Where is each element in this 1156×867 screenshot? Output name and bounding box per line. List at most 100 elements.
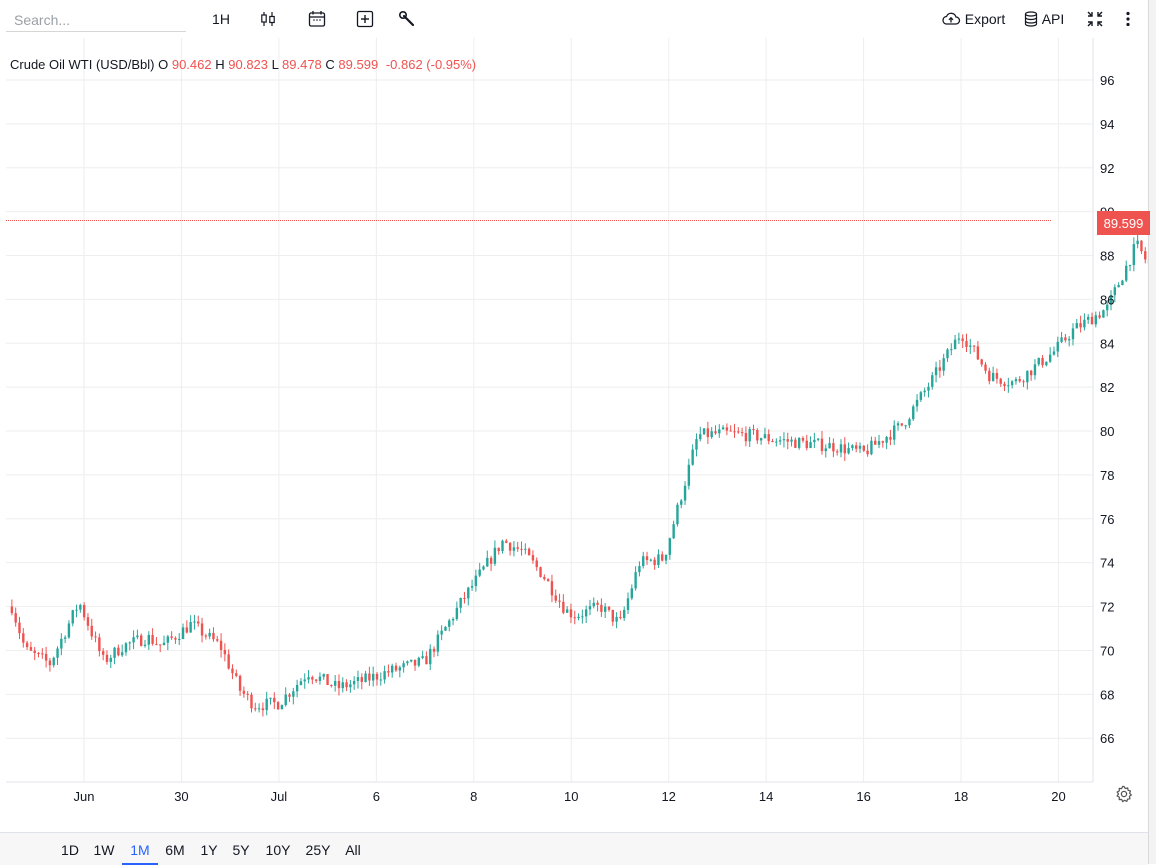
candle-body [509,543,511,551]
candle-body [456,608,458,619]
candle-body [37,653,39,654]
low-label: L [272,57,279,72]
candle-body [399,667,401,670]
candle-body [182,627,184,639]
candle-body [163,643,165,645]
range-1w[interactable]: 1W [90,833,118,865]
candle-body [1003,384,1005,386]
candle-body [684,486,686,501]
candle-body [558,601,560,602]
candle-body [885,437,887,443]
candle-body [600,605,602,612]
candle-body [1015,379,1017,381]
candle-body [1121,281,1123,285]
candle-body [707,428,709,437]
candle-body [680,501,682,505]
candle-body [691,450,693,465]
candle-body [437,635,439,652]
candle-body [733,431,735,432]
candle-body [710,431,712,437]
candle-body [923,391,925,393]
candle-body [756,430,758,440]
candle-body [688,465,690,486]
candle-body [231,669,233,674]
candle-body [220,641,222,650]
candle-body [555,595,557,600]
candle-body [98,637,100,651]
candle-body [874,441,876,445]
candle-body [653,560,655,565]
candle-body [604,607,606,612]
candle-body [490,558,492,564]
candle-body [448,620,450,626]
candle-body [539,567,541,577]
candle-body [836,451,838,452]
candle-body [132,637,134,642]
candle-body [478,570,480,576]
candle-body [954,340,956,350]
candle-body [14,613,16,622]
candle-body [277,702,279,709]
candle-body [357,677,359,681]
candle-body [227,654,229,668]
y-tick-label: 84 [1100,336,1114,351]
candle-body [828,443,830,448]
candle-body [615,617,617,622]
price-axis[interactable]: 66687072747678808284868890929496 [1100,73,1114,746]
candle-body [695,439,697,450]
grid [6,38,1148,782]
candle-body [87,617,89,626]
candle-body [1068,339,1070,340]
candle-body [311,677,313,679]
range-6m[interactable]: 6M [160,833,190,865]
candle-body [1095,315,1097,324]
candle-body [517,547,519,549]
candle-body [418,658,420,666]
candle-body [1045,362,1047,365]
candle-body [821,439,823,451]
candle-body [281,705,283,709]
candle-body [798,438,800,448]
candle-body [775,442,777,443]
candle-body [1133,244,1135,265]
price-chart[interactable]: 66687072747678808284868890929496 Jun30Ju… [0,0,1148,832]
candle-body [981,359,983,364]
candle-body [1102,310,1104,317]
candle-body [216,639,218,640]
candle-body [585,609,587,616]
y-tick-label: 86 [1100,292,1114,307]
candle-body [577,617,579,618]
candle-body [296,685,298,691]
candle-body [790,440,792,442]
candle-body [847,448,849,453]
range-1y[interactable]: 1Y [196,833,222,865]
y-tick-label: 70 [1100,643,1114,658]
candle-body [243,691,245,694]
range-25y[interactable]: 25Y [302,833,334,865]
settings-gear-icon[interactable] [1114,784,1134,804]
candle-body [882,441,884,443]
range-1m[interactable]: 1M [122,833,158,865]
candle-body [623,610,625,618]
candle-body [151,635,153,644]
candle-body [851,445,853,448]
range-1d[interactable]: 1D [56,833,84,865]
candle-body [18,623,20,634]
range-10y[interactable]: 10Y [262,833,294,865]
candle-body [11,607,13,614]
candle-body [72,610,74,623]
candle-body [338,681,340,688]
candle-body [452,619,454,620]
candle-body [273,698,275,702]
range-5y[interactable]: 5Y [228,833,254,865]
candle-body [201,623,203,635]
candle-body [749,429,751,441]
candle-body [330,685,332,686]
candle-body [593,603,595,606]
candle-body [889,437,891,440]
time-axis[interactable]: Jun30Jul681012141618202224 [74,789,1148,804]
candle-body [570,609,572,617]
candle-body [421,656,423,658]
y-tick-label: 82 [1100,380,1114,395]
range-all[interactable]: All [340,833,366,865]
